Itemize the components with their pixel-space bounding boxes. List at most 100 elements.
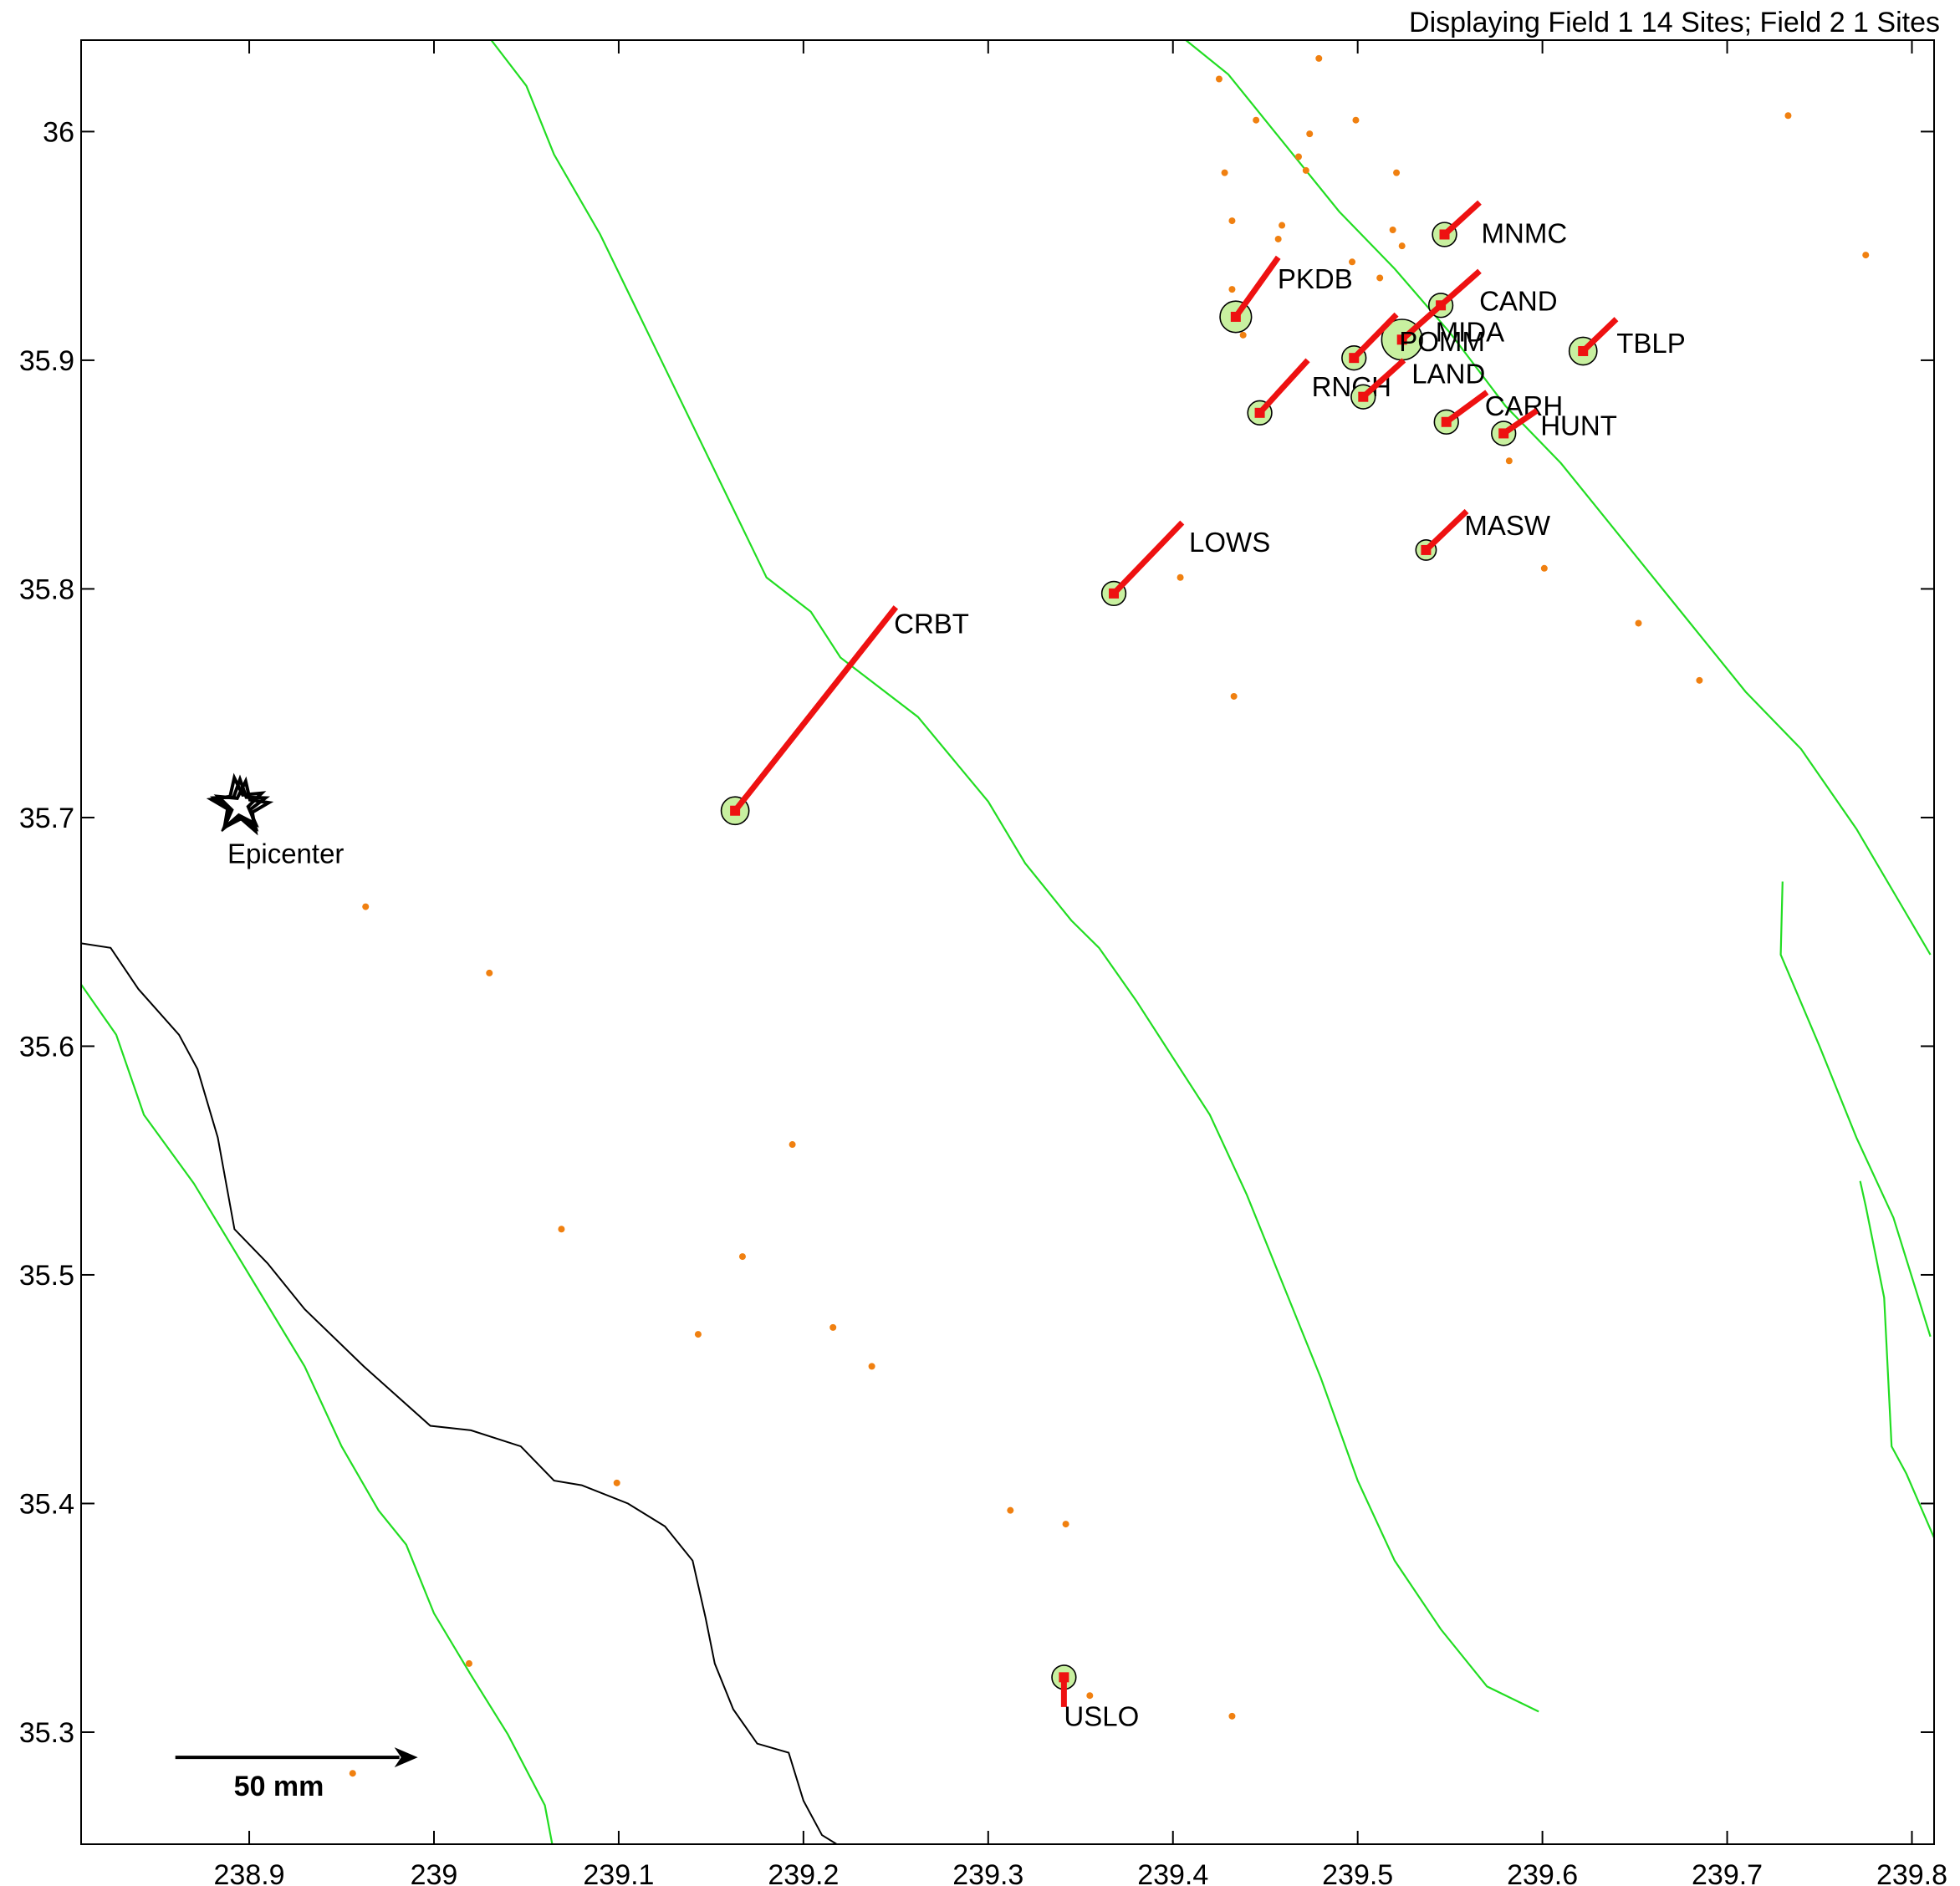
y-tick-label: 36 <box>43 116 74 148</box>
site-crbt[interactable]: CRBT <box>720 605 969 826</box>
station-dot <box>362 903 370 910</box>
displacement-vector <box>1257 358 1310 415</box>
station-dot <box>1315 54 1323 62</box>
station-dot <box>349 1770 356 1777</box>
station-dot <box>1215 75 1222 83</box>
x-tick-label: 239.4 <box>1137 1859 1208 1886</box>
displacement-vector <box>1233 255 1281 319</box>
fault-line <box>81 983 554 1844</box>
displacement-vector <box>732 605 899 813</box>
station-dot <box>1352 116 1360 124</box>
station-dot <box>486 969 493 976</box>
site-label: CRBT <box>894 609 969 640</box>
site-label: MNMC <box>1482 217 1568 248</box>
x-tick-label: 239.5 <box>1322 1859 1393 1886</box>
displacement-vector <box>1442 200 1482 237</box>
station-dot <box>1696 676 1703 684</box>
site-label: POMM <box>1399 326 1485 357</box>
y-tick-label: 35.6 <box>19 1031 74 1063</box>
y-tick-label: 35.5 <box>19 1260 74 1292</box>
displacement-vector <box>1444 390 1489 425</box>
station-dot <box>868 1363 875 1370</box>
displacement-vector <box>1502 408 1539 436</box>
station-dot <box>1398 242 1406 250</box>
station-dot <box>1389 227 1396 234</box>
station-dot <box>1221 169 1228 176</box>
station-dot <box>1228 217 1236 225</box>
site-hunt[interactable]: HUNT <box>1491 408 1617 446</box>
site-lows[interactable]: LOWS <box>1100 520 1271 607</box>
coastline <box>81 942 861 1844</box>
site-center <box>1439 229 1450 240</box>
x-tick-label: 239.1 <box>583 1859 654 1886</box>
station-dot <box>1540 564 1548 572</box>
y-tick-label: 35.7 <box>19 803 74 834</box>
site-land[interactable]: LAND <box>1350 358 1485 410</box>
station-dot <box>1239 331 1247 339</box>
x-tick-label: 239.3 <box>952 1859 1023 1886</box>
station-dot <box>1274 235 1282 242</box>
site-center <box>1498 428 1509 439</box>
site-masw[interactable]: MASW <box>1415 508 1551 561</box>
station-dot <box>1862 252 1870 259</box>
site-label: LAND <box>1411 359 1485 390</box>
site-center <box>1109 588 1120 599</box>
station-dot <box>465 1659 472 1667</box>
station-dot <box>1086 1692 1094 1700</box>
plot-axes: 238.9 239 239.1 239.2 239.3 239.4 239.5 239.6 23… <box>19 39 1947 1886</box>
displacement-vector <box>1111 520 1185 596</box>
station-dot <box>1302 166 1309 174</box>
station-dot <box>1784 112 1792 120</box>
site-center <box>1396 334 1407 345</box>
displacement-vector <box>1424 508 1469 553</box>
x-tick-label: 239.7 <box>1692 1859 1763 1886</box>
station-dot <box>1228 1712 1236 1720</box>
displacement-vector <box>1400 303 1443 342</box>
displacement-vector <box>1580 317 1619 354</box>
site-uslo[interactable]: USLO <box>1051 1664 1139 1731</box>
displacement-vector <box>1438 268 1482 308</box>
site-center <box>730 805 741 816</box>
station-dot <box>613 1479 620 1486</box>
station-dot <box>738 1253 746 1261</box>
y-tick-label: 35.9 <box>19 345 74 377</box>
station-dot <box>558 1226 565 1233</box>
site-pomm[interactable]: POMM <box>1341 312 1485 371</box>
site-center <box>1230 311 1241 322</box>
station-dot <box>1062 1521 1069 1528</box>
site-pkdb[interactable]: PKDB <box>1219 255 1353 334</box>
scale-bar-label: 50 mm <box>234 1771 324 1802</box>
x-tick-label: 239.6 <box>1507 1859 1578 1886</box>
y-tick-label: 35.8 <box>19 573 74 605</box>
station-dot <box>1230 692 1238 700</box>
scale-bar: 50 mm <box>175 1747 418 1802</box>
station-dot <box>1177 573 1184 581</box>
y-tick-label: 35.3 <box>19 1717 74 1749</box>
station-dot <box>1279 222 1286 229</box>
epicenter-star-icon <box>213 776 274 836</box>
site-mnmc[interactable]: MNMC <box>1432 200 1568 248</box>
site-center <box>1421 544 1432 555</box>
y-tick-label: 35.4 <box>19 1488 74 1520</box>
coastline-path <box>81 942 861 1844</box>
displacement-vector <box>1360 358 1406 400</box>
displacement-vector <box>1351 312 1399 360</box>
station-dot <box>1505 457 1513 465</box>
site-label: MASW <box>1464 510 1551 541</box>
station-dot <box>1376 274 1384 282</box>
x-tick-label: 239.8 <box>1876 1859 1947 1886</box>
site-center <box>1349 353 1360 364</box>
station-dot <box>1007 1506 1014 1514</box>
site-center <box>1441 416 1452 427</box>
site-label: LOWS <box>1189 527 1270 558</box>
site-center <box>1578 345 1589 356</box>
station-dot <box>789 1141 796 1149</box>
site-tblp[interactable]: TBLP <box>1568 317 1686 366</box>
epicenter-label: Epicenter <box>227 838 344 869</box>
fault-line <box>1859 1180 1934 1538</box>
plot-frame <box>80 39 1935 1845</box>
x-tick-label: 239 <box>411 1859 458 1886</box>
site-label: USLO <box>1064 1700 1139 1731</box>
